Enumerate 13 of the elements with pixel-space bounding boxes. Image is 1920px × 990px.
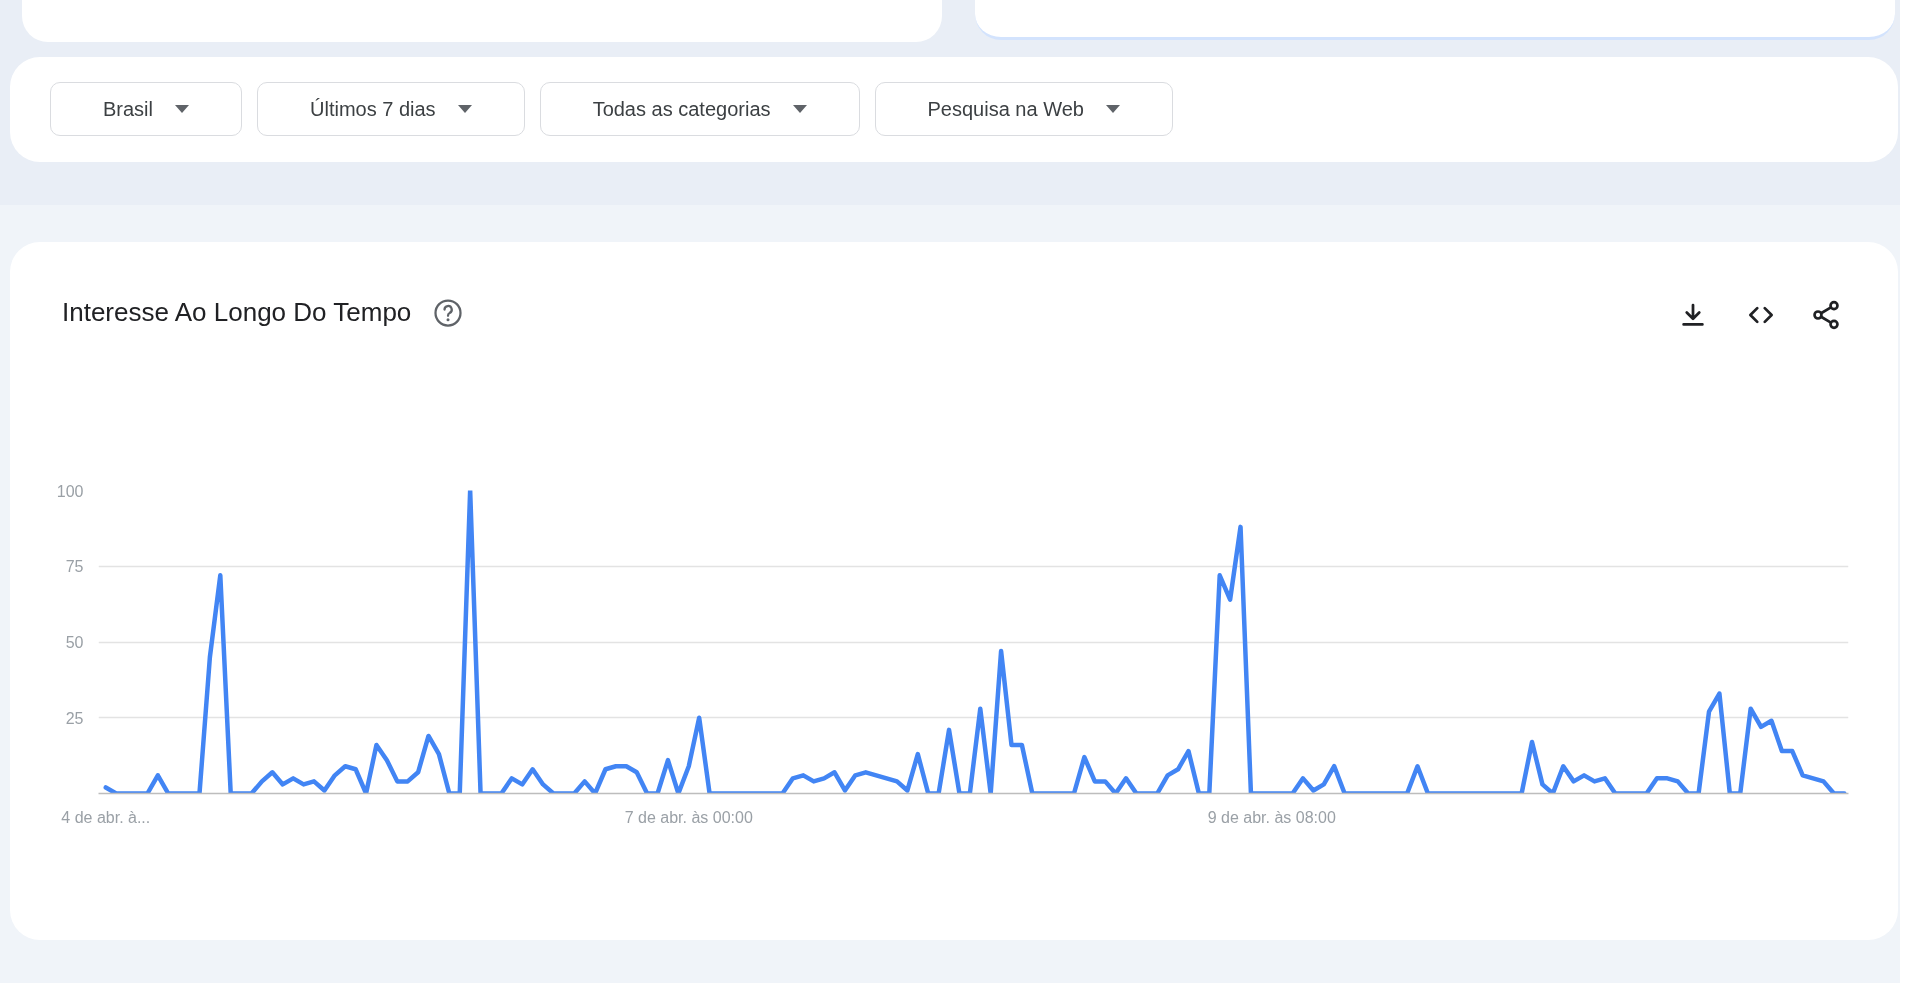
line-series: [103, 490, 1847, 794]
x-tick-label: 4 de abr. à...: [61, 808, 151, 826]
dropdown: Últimos 7 dias: [257, 82, 525, 136]
chart-title: Interesse Ao Longo Do Tempo: [62, 296, 412, 329]
x-tick-label: 7 de abr. às 00:00: [624, 808, 753, 826]
dropdown: Pesquisa na Web: [874, 82, 1173, 136]
y-tick-label: 75: [65, 558, 84, 576]
dropdown: Brasil: [50, 82, 242, 136]
y-tick-label: 50: [65, 634, 84, 651]
y-tick-label: 100: [56, 482, 84, 500]
dropdown: Todas as categorias: [539, 82, 860, 136]
x-tick-label: 9 de abr. às 08:00: [1207, 808, 1336, 826]
y-tick-label: 25: [65, 709, 84, 727]
